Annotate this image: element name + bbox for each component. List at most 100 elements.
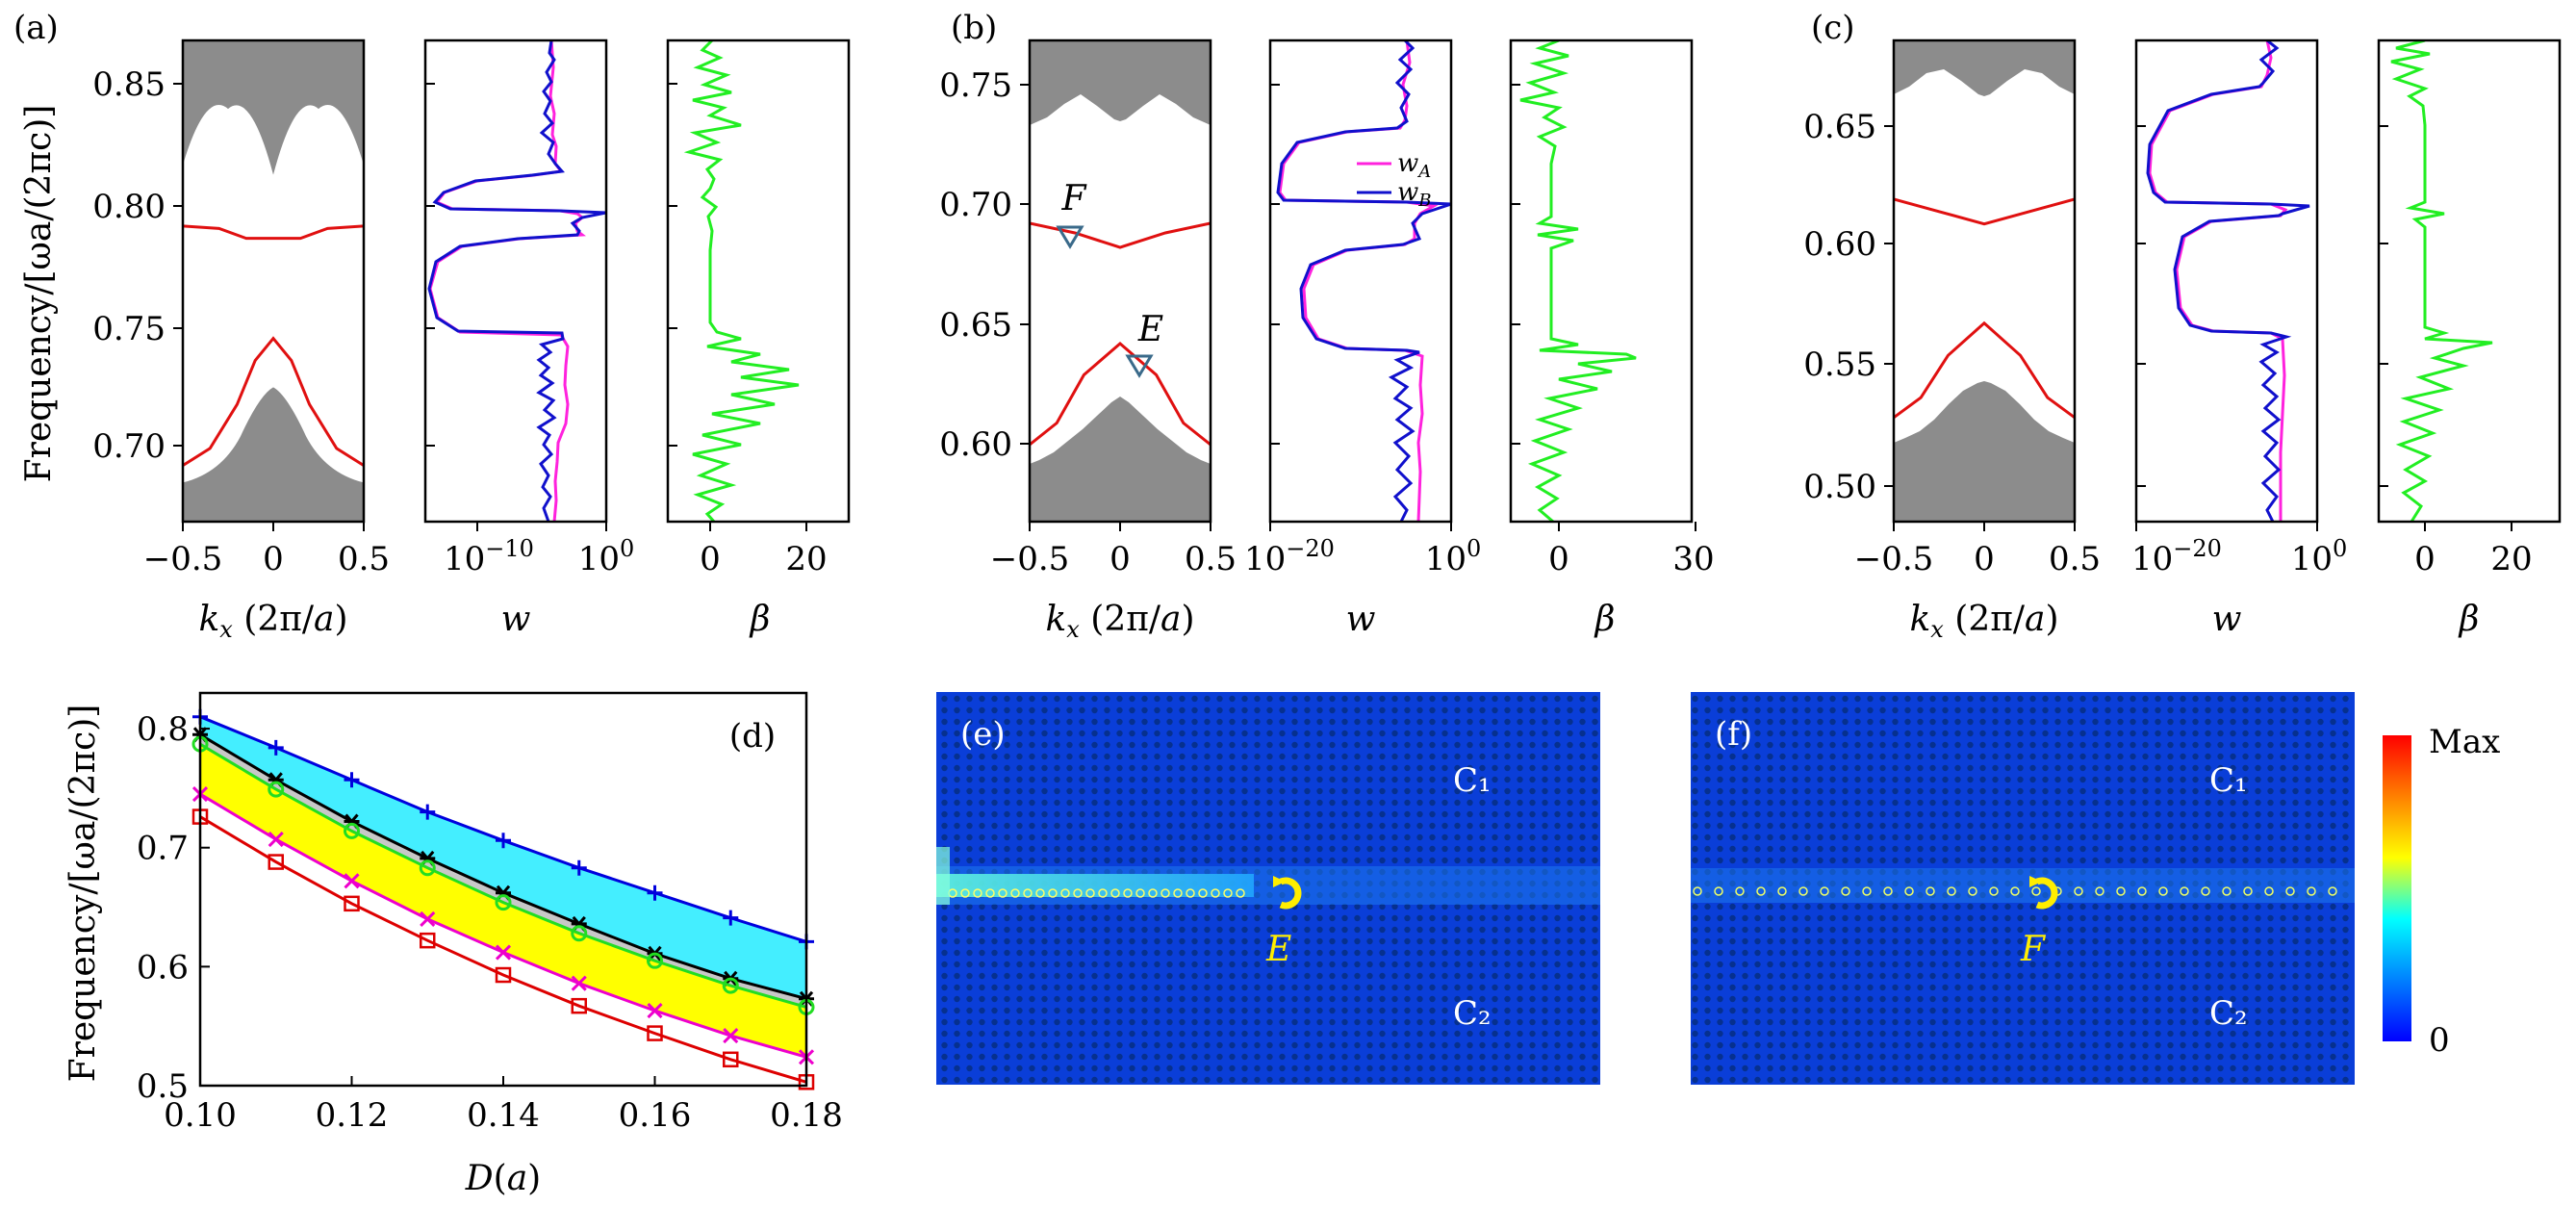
panel-e-field-dot: [1123, 888, 1133, 898]
panel-e-field-dot: [1223, 888, 1233, 898]
panel-f-label: (f): [1715, 715, 1752, 754]
panel-a-w-plot: 10−10 100 w: [423, 38, 635, 639]
panel-d-marker-0-3: [420, 804, 436, 820]
panel-d-marker-4-7: [723, 1051, 739, 1068]
panel-b-beta-curve: [1519, 40, 1637, 522]
panel-e-field-dot: [973, 888, 982, 898]
panel-f-field-dot: [2074, 886, 2083, 896]
panel-b-xtick: 0: [1109, 540, 1131, 578]
panel-b-ytick: 0.60: [939, 425, 1012, 464]
panel-d-marker-4-5: [571, 997, 587, 1014]
panel-b-lower-edge-state: [1030, 342, 1211, 447]
panel-b-ytick: 0.75: [939, 66, 1012, 105]
panel-b-ytick: 0.65: [939, 306, 1012, 345]
panel-d-marker-2-4: [495, 894, 512, 911]
panel-d-marker-0-2: [344, 772, 360, 788]
panel-f-source-arrow: [2029, 876, 2042, 887]
colorbar-min-label: 0: [2429, 1021, 2450, 1060]
panel-b-beta-plot: 0 30 β: [1509, 38, 1715, 639]
panel-d-marker-3-5: [571, 975, 587, 991]
panel-d-marker-4-4: [495, 966, 512, 984]
panel-b-ytick: 0.70: [939, 186, 1012, 224]
panel-f-C2: C₂: [2209, 994, 2248, 1033]
panel-d-marker-4-1: [268, 854, 284, 870]
panel-a-lower-bulk: [183, 387, 364, 522]
panel-e-label: (e): [960, 715, 1006, 754]
panel-e-field-map: (e) C₁ C₂ E: [936, 692, 1600, 1085]
panel-e-field-dot: [998, 888, 1007, 898]
panel-f-field-dot: [1883, 886, 1893, 896]
panel-d-ytick: 0.5: [137, 1067, 189, 1106]
panel-e-C1: C₁: [1453, 761, 1492, 800]
panel-b-w-plot: wA wB 10−20 100 w: [1244, 38, 1482, 639]
panel-d-xtick: 0.16: [619, 1096, 692, 1135]
panel-a-beta-xtick: 0: [700, 540, 721, 578]
panel-f-field-dot: [1841, 886, 1850, 896]
panel-f-field-dot: [2264, 886, 2274, 896]
panel-f-field-map: (f) C₁ C₂ F: [1691, 692, 2355, 1085]
panel-b-wB-curve: [1276, 40, 1451, 522]
colorbar-max-label: Max: [2429, 723, 2500, 761]
panel-d-xtick: 0.14: [467, 1096, 540, 1135]
panel-b-marker-F-label: F: [1061, 179, 1088, 218]
panel-c-xlabel: kx (2π/a): [1909, 600, 2058, 643]
panel-f-field-dot: [2010, 886, 2020, 896]
panel-a-band-plot: 0.85 0.80 0.75 0.70 −0.5 0 0.5 kx (2π/a): [92, 38, 390, 643]
panel-a-lower-edge-state: [183, 336, 364, 467]
panel-d-xlabel: D(a): [465, 1159, 541, 1198]
panel-f-field-dot: [1735, 886, 1745, 896]
panel-f-field-dot: [2222, 886, 2232, 896]
panel-c-beta-plot: 0 20 β: [2377, 38, 2562, 639]
panel-b-marker-F: [1056, 225, 1084, 249]
panel-a-beta-xtick: 20: [785, 540, 827, 578]
panel-d-label: (d): [729, 717, 776, 756]
panel-c-xtick: 0: [1974, 540, 1995, 578]
panel-c-beta-xtick: 0: [2414, 540, 2436, 578]
panel-f-field-dot: [2328, 886, 2337, 896]
panel-c-wA-curve: [2148, 40, 2288, 522]
panel-e-field-dot: [1085, 888, 1095, 898]
panel-e-source-arrow: [1273, 876, 1286, 887]
panel-a-ytick: 0.80: [92, 188, 166, 226]
panel-a-w-xtick: 100: [578, 535, 635, 578]
panel-d-marker-2-1: [268, 781, 285, 798]
panel-b-lower-bulk: [1030, 397, 1211, 522]
panel-c-lower-bulk: [1894, 381, 2075, 522]
panel-c-w-xlabel: w: [2212, 600, 2242, 639]
panel-b-legend-wB: wB: [1397, 178, 1432, 211]
panel-b-marker-E-label: E: [1137, 310, 1163, 349]
panel-d-marker-4-6: [647, 1025, 663, 1041]
panel-f-field-dot: [1714, 886, 1723, 896]
panel-c-upper-bulk: [1894, 40, 2075, 96]
panel-d-plot: Frequency/[ωa/(2πc)] 0.10 0.12 0.14 0.16 0.1…: [64, 691, 843, 1198]
panel-d-marker-3-7: [723, 1028, 739, 1044]
panel-c-lower-edge-state: [1894, 320, 2075, 420]
panel-d-marker-2-7: [722, 977, 739, 994]
panel-b-w-xtick: 10−20: [1244, 535, 1335, 578]
panel-f-field-dot: [2285, 886, 2295, 896]
panel-d-marker-4-2: [344, 895, 360, 912]
panel-e-field-dot: [1173, 888, 1183, 898]
panel-d-band-cyan: [200, 716, 806, 999]
panel-f-field-dot: [1989, 886, 1999, 896]
panel-f-field-dot: [2116, 886, 2126, 896]
panel-b-marker-E: [1125, 354, 1154, 378]
panel-b-w-xlabel: w: [1346, 600, 1376, 639]
panel-d-marker-0-6: [647, 885, 663, 901]
panel-d-marker-0-4: [496, 833, 511, 849]
panel-e-field-dot: [1160, 888, 1170, 898]
panel-f-field-dot: [1947, 886, 1956, 896]
panel-b-w-xtick: 100: [1425, 535, 1482, 578]
panel-d-ytick: 0.7: [137, 830, 189, 868]
panel-c-beta-xtick: 20: [2490, 540, 2532, 578]
panel-d-marker-2-5: [571, 925, 588, 942]
panel-f-field-dot: [2031, 886, 2041, 896]
panel-a-xtick: 0: [263, 540, 284, 578]
panel-d-marker-3-6: [647, 1003, 663, 1019]
panel-c-ytick: 0.60: [1803, 225, 1876, 264]
panel-e-field-dots: [948, 888, 1245, 898]
panel-e-C2: C₂: [1453, 994, 1492, 1033]
panel-e-field-dot: [1060, 888, 1070, 898]
panel-e-source-icon: [1279, 877, 1302, 910]
panel-c-upper-edge-state: [1894, 197, 2075, 226]
